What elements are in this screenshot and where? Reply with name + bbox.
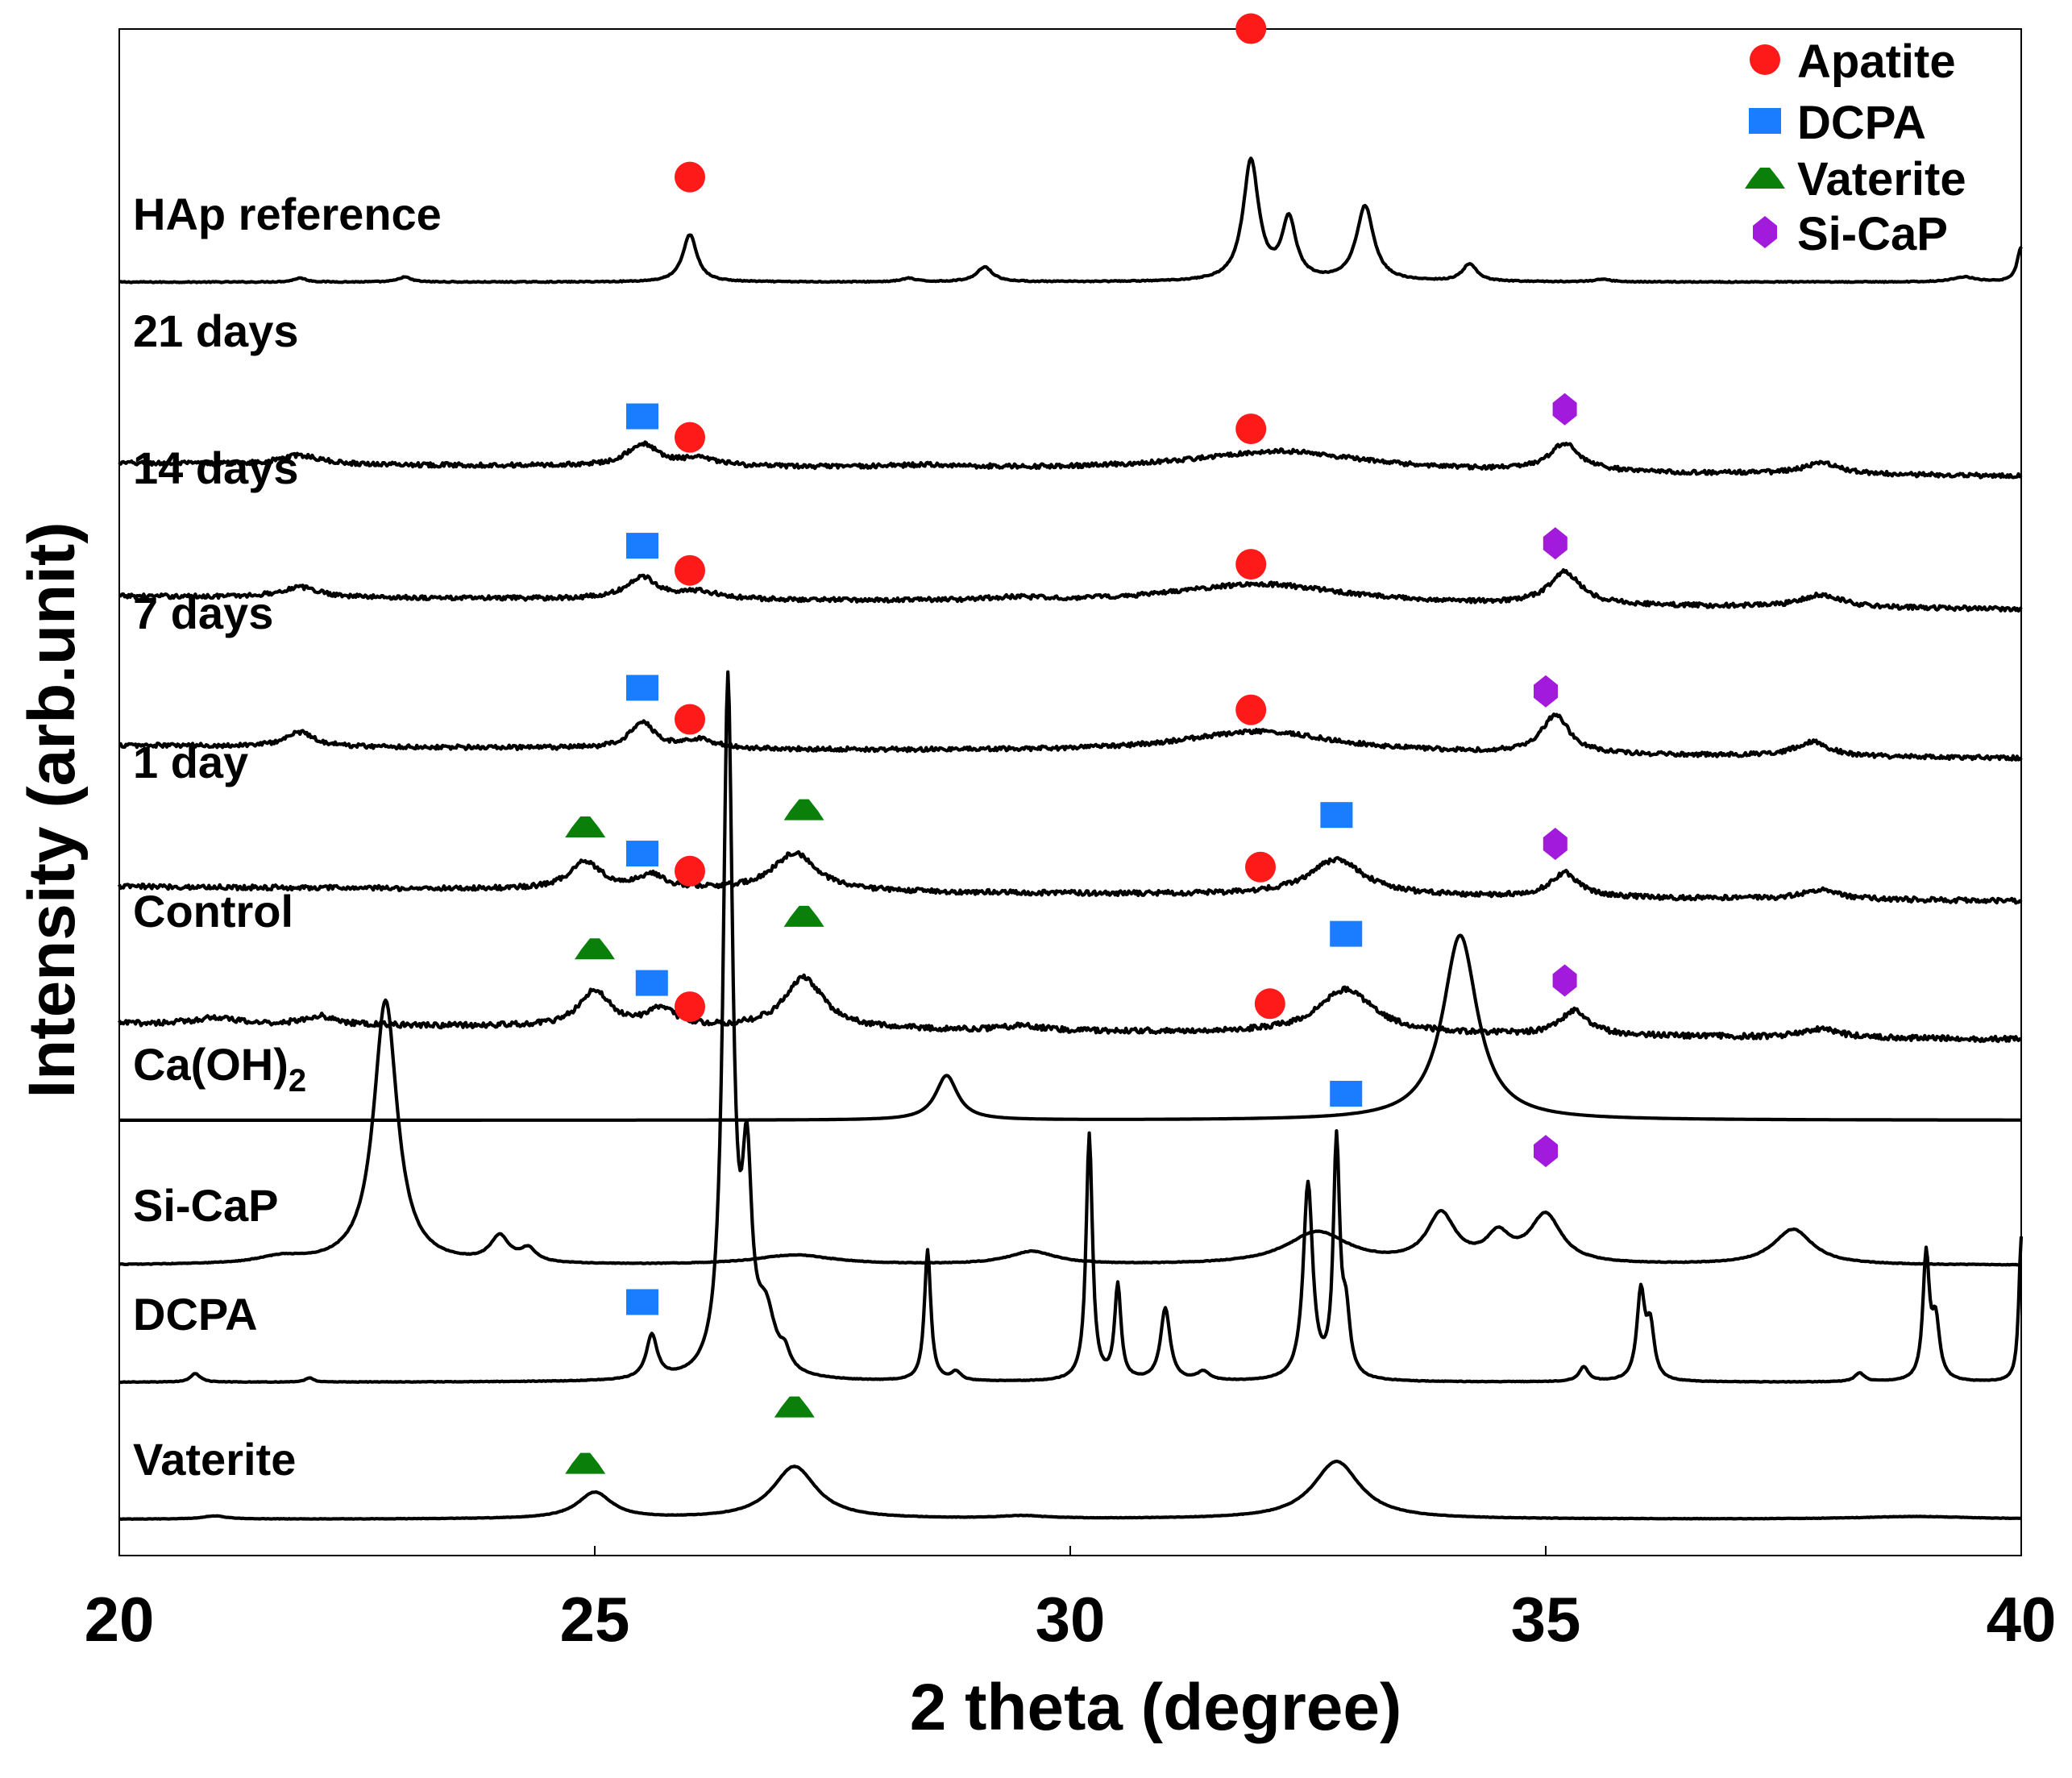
x-axis-ticks — [118, 1546, 2022, 1556]
sample-label-control: Control — [133, 886, 293, 937]
square-marker — [1330, 920, 1363, 947]
circle-marker — [675, 422, 705, 453]
legend-label-dcpa: DCPA — [1797, 97, 1926, 149]
circle-marker — [1235, 549, 1267, 580]
trace-vaterite — [118, 1460, 2022, 1521]
legend-diamond-icon — [1753, 216, 1777, 248]
square-marker — [635, 970, 668, 996]
sample-label-vaterite: Vaterite — [133, 1434, 296, 1485]
sample-label-si-cap: Si-CaP — [133, 1180, 279, 1231]
trace-si-cap — [118, 998, 2022, 1267]
trace-hap-reference — [118, 156, 2023, 285]
triangle-marker — [565, 816, 606, 837]
triangle-marker — [783, 905, 824, 927]
diamond-marker — [1534, 1135, 1558, 1168]
x-axis-label: 2 theta (degree) — [910, 1671, 1402, 1744]
square-marker — [626, 675, 658, 701]
x-tick-label: 40 — [1987, 1584, 2057, 1655]
legend-square-icon — [1749, 108, 1781, 134]
circle-marker — [1235, 13, 1267, 44]
sample-label-dcpa: DCPA — [133, 1289, 258, 1340]
triangle-marker — [783, 799, 824, 820]
trace-ca-oh-2 — [118, 933, 2022, 1122]
trace-1-day — [118, 850, 2023, 905]
circle-marker — [1254, 988, 1285, 1020]
trace-control — [118, 973, 2023, 1044]
sample-label-ca-oh-2: Ca(OH)2 — [133, 1039, 306, 1099]
legend-label-apatite: Apatite — [1797, 35, 1956, 88]
circle-marker — [675, 555, 705, 586]
diffraction-traces — [118, 156, 2024, 1521]
x-tick-label: 35 — [1511, 1584, 1581, 1655]
trace-7-days — [118, 712, 2023, 762]
triangle-marker — [774, 1396, 815, 1418]
sample-label-14-days: 14 days — [133, 442, 299, 493]
square-marker — [626, 403, 658, 430]
legend-label-vaterite: Vaterite — [1797, 153, 1966, 206]
triangle-marker — [575, 938, 615, 960]
peak-markers — [565, 13, 1577, 1474]
square-marker — [626, 533, 658, 559]
circle-marker — [675, 161, 705, 193]
trace-dcpa — [118, 670, 2024, 1385]
y-axis-label: Intensity (arb.unit) — [15, 521, 89, 1098]
diamond-marker — [1543, 527, 1567, 560]
x-tick-label: 20 — [85, 1584, 155, 1655]
circle-marker — [1235, 413, 1267, 445]
trace-21-days — [118, 440, 2023, 480]
diamond-marker — [1552, 393, 1577, 426]
diamond-marker — [1552, 964, 1577, 997]
legend-label-si-cap: Si-CaP — [1797, 208, 1948, 260]
square-marker — [1320, 802, 1353, 829]
plot-frame — [118, 28, 2022, 1556]
triangle-marker — [565, 1452, 606, 1474]
x-axis-tick-labels: 20 25 30 35 40 — [85, 1584, 2057, 1655]
circle-marker — [675, 991, 705, 1023]
x-tick-label: 25 — [560, 1584, 630, 1655]
trace-14-days — [118, 568, 2023, 613]
circle-marker — [675, 855, 705, 887]
sample-labels: HAp reference 21 days 14 days 7 days 1 day Co… — [133, 189, 442, 1485]
diamond-marker — [1534, 675, 1558, 708]
sample-label-21-days: 21 days — [133, 305, 299, 356]
square-marker — [626, 841, 658, 867]
diamond-marker — [1543, 827, 1567, 860]
circle-marker — [1235, 694, 1267, 725]
legend-triangle-icon — [1745, 168, 1785, 189]
circle-marker — [1245, 851, 1276, 883]
sample-label-1-day: 1 day — [133, 737, 248, 787]
x-tick-label: 30 — [1036, 1584, 1106, 1655]
circle-marker — [675, 704, 705, 735]
legend-circle-icon — [1750, 44, 1780, 75]
sample-label-hap-reference: HAp reference — [133, 189, 442, 239]
square-marker — [1330, 1080, 1363, 1107]
sample-label-7-days: 7 days — [133, 588, 273, 638]
square-marker — [626, 1289, 658, 1315]
